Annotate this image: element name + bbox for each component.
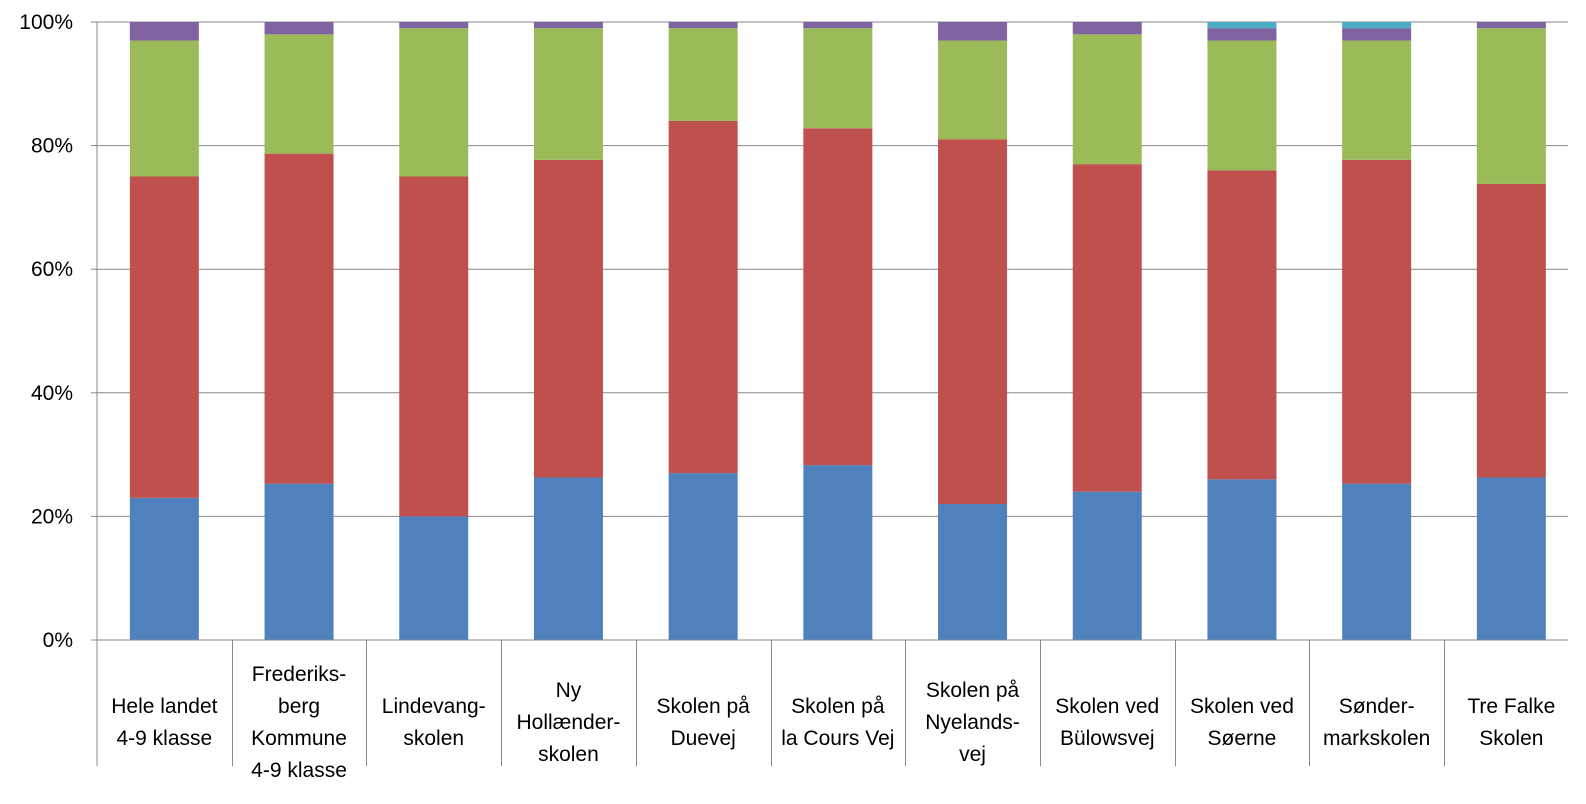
y-tick-labels: 0% 20% 40% 60% 80% 100% xyxy=(19,11,73,652)
bar-segment xyxy=(938,504,1008,640)
bar-segment xyxy=(533,28,603,160)
bar-segment xyxy=(1342,159,1412,484)
stacked-bar-chart: 0% 20% 40% 60% 80% 100% xyxy=(19,11,1568,766)
bar-segment xyxy=(803,22,873,29)
bar-segment xyxy=(264,22,334,35)
bar-segment xyxy=(1476,477,1546,640)
bar-segment xyxy=(264,34,334,154)
bar-segment xyxy=(1476,22,1546,29)
bar-segment xyxy=(1207,479,1277,640)
axes xyxy=(96,22,1568,766)
bar-segment xyxy=(1476,28,1546,184)
bar-segment xyxy=(399,176,469,517)
bar-segment xyxy=(1342,483,1412,640)
x-tick-label: Skolen på Nyelands- vej xyxy=(925,679,1020,766)
x-tick-label: Lindevang- skolen xyxy=(381,695,486,750)
bar-segment xyxy=(1207,170,1277,480)
bar-segment xyxy=(399,516,469,640)
bar-segment xyxy=(1207,40,1277,171)
bar-segment xyxy=(533,22,603,29)
bar-segment xyxy=(1342,28,1412,41)
y-tick-label: 80% xyxy=(31,135,73,158)
x-tick-label: Sønder- markskolen xyxy=(1322,695,1431,750)
x-tick-label: Frederiks- berg Kommune 4-9 klasse xyxy=(251,663,347,782)
bar-segment xyxy=(938,22,1008,41)
y-tick-label: 60% xyxy=(31,258,73,281)
bar-segment xyxy=(1207,22,1277,29)
x-tick-label: Skolen ved Bülowsvej xyxy=(1055,695,1160,750)
bar-segment xyxy=(938,139,1008,505)
y-tick-label: 40% xyxy=(31,382,73,405)
bar-segments xyxy=(129,22,1546,640)
bar-segment xyxy=(533,159,603,478)
bar-segment xyxy=(1072,22,1142,35)
bar-segment xyxy=(803,28,873,129)
y-tick-label: 0% xyxy=(43,629,73,652)
x-tick-label: Hele landet 4-9 klasse xyxy=(111,695,218,750)
y-tick-label: 20% xyxy=(31,505,73,528)
bar-segment xyxy=(1072,164,1142,492)
x-tick-label: Skolen på la Cours Vej xyxy=(781,695,895,750)
bar-segment xyxy=(129,22,199,41)
bar-segment xyxy=(264,483,334,640)
bar-segment xyxy=(264,153,334,484)
bar-segment xyxy=(668,28,738,121)
bar-segment xyxy=(1072,34,1142,165)
bar-segment xyxy=(1476,183,1546,478)
x-tick-label: Skolen på Duevej xyxy=(656,695,750,750)
y-tick-label: 100% xyxy=(19,11,73,34)
x-tick-label: Ny Hollænder- skolen xyxy=(516,679,621,766)
bar-segment xyxy=(533,477,603,640)
bar-segment xyxy=(1342,22,1412,29)
bar-segment xyxy=(1072,491,1142,640)
bar-segment xyxy=(668,473,738,640)
bar-segment xyxy=(129,40,199,177)
bar-segment xyxy=(129,176,199,498)
bar-segment xyxy=(399,22,469,29)
bar-segment xyxy=(803,128,873,466)
bar-segment xyxy=(938,40,1008,140)
x-tick-label: Skolen ved Søerne xyxy=(1189,695,1294,750)
bar-segment xyxy=(129,497,199,640)
bar-segment xyxy=(1207,28,1277,41)
bar-segment xyxy=(803,465,873,640)
x-tick-label: Tre Falke Skolen xyxy=(1467,695,1556,750)
bar-segment xyxy=(668,22,738,29)
bar-segment xyxy=(668,120,738,474)
bar-segment xyxy=(399,28,469,177)
bar-segment xyxy=(1342,40,1412,160)
